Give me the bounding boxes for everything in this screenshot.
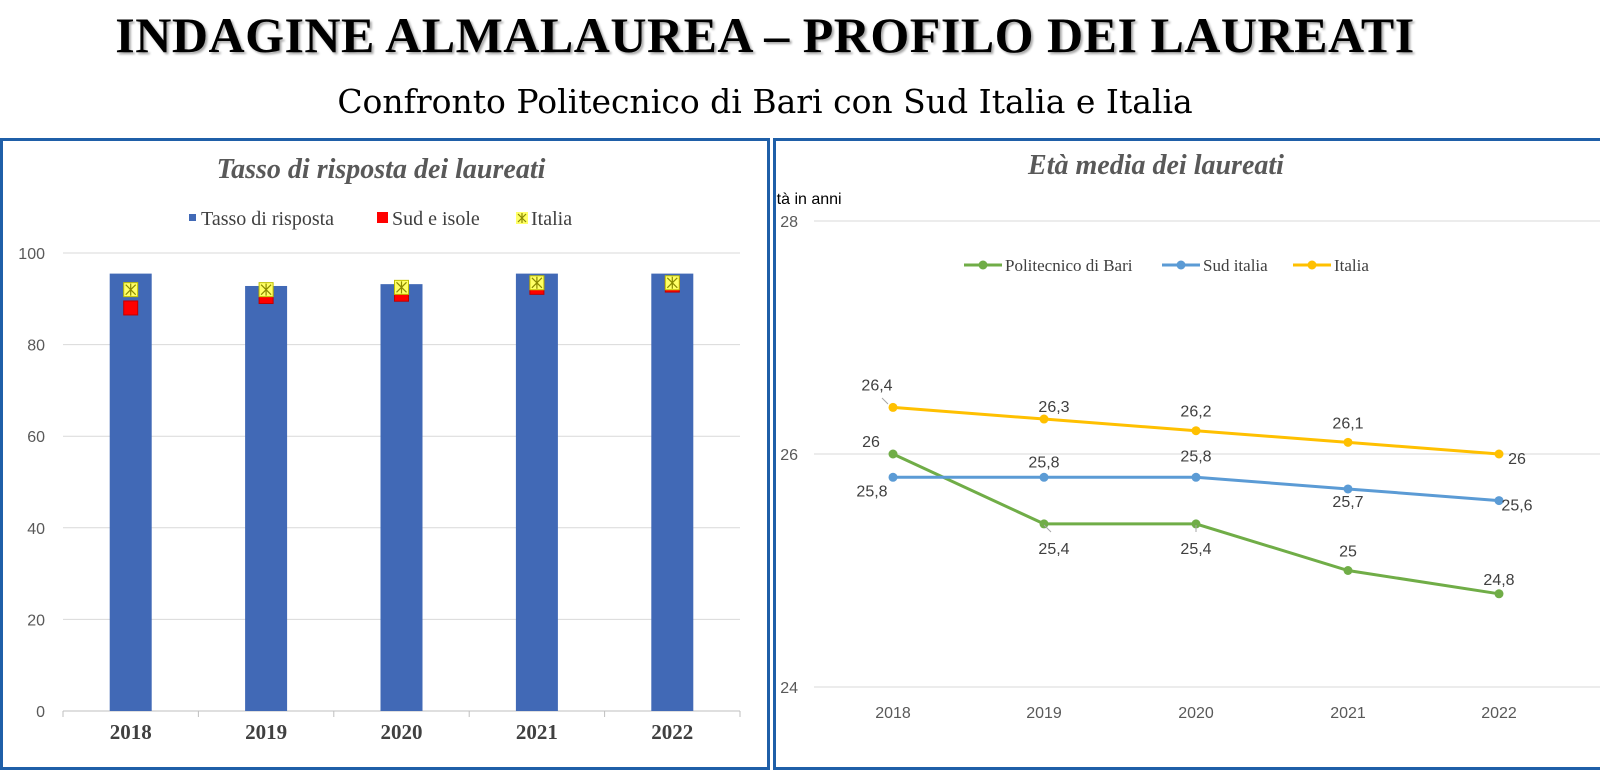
x-tick-label: 2018 xyxy=(110,720,152,744)
series-point xyxy=(1494,496,1504,506)
x-tick-label: 2022 xyxy=(651,720,693,744)
series-point xyxy=(1039,414,1049,424)
y-tick-label: 26 xyxy=(780,447,798,464)
data-label: 26,4 xyxy=(861,377,892,394)
data-label: 26,1 xyxy=(1332,415,1363,432)
data-label: 25,8 xyxy=(1028,454,1059,471)
series-point xyxy=(1343,437,1353,447)
bar-tasso-di-risposta xyxy=(651,273,694,711)
line-chart-y-label: Età in anni xyxy=(776,191,842,208)
bar-chart-x-axis: 2018 2019 2020 2021 2022 xyxy=(110,720,694,744)
y-tick-label: 24 xyxy=(780,680,798,697)
data-label: 25,4 xyxy=(1180,541,1211,558)
legend-label: Politecnico di Bari xyxy=(1005,256,1133,275)
series-point xyxy=(888,449,898,459)
y-tick-label: 40 xyxy=(27,521,45,538)
data-label: 25,8 xyxy=(856,483,887,500)
series-point xyxy=(1494,449,1504,459)
marker-italia-star xyxy=(125,283,137,296)
legend-swatch-italia-star xyxy=(517,213,527,223)
series-point xyxy=(888,402,898,412)
line-chart-panel: Età media dei laureati Età in anni 24262… xyxy=(766,138,1600,770)
series-point xyxy=(1343,566,1353,575)
line-chart-legend: Politecnico di Bari Sud italia Italia xyxy=(964,256,1369,275)
data-label: 24,8 xyxy=(1483,572,1514,589)
legend-label: Tasso di risposta xyxy=(201,208,334,230)
series-point xyxy=(1191,426,1201,436)
data-label: 25,4 xyxy=(1038,541,1069,558)
bar-chart: Tasso di risposta dei laureati Tasso di … xyxy=(18,154,741,744)
bar-tasso-di-risposta xyxy=(109,273,152,711)
data-label: 25,7 xyxy=(1332,494,1363,511)
bar-chart-marks xyxy=(109,273,694,711)
legend-swatch-tasso xyxy=(189,214,196,221)
x-tick-label: 2019 xyxy=(1026,705,1062,722)
marker-italia-star xyxy=(260,283,272,296)
bar-tasso-di-risposta xyxy=(515,273,558,711)
legend-label: Sud italia xyxy=(1203,256,1268,275)
legend-marker xyxy=(1176,260,1186,270)
y-tick-label: 28 xyxy=(780,214,798,231)
data-label: 26 xyxy=(862,434,880,451)
legend-marker xyxy=(1307,260,1317,270)
series-point xyxy=(1191,472,1201,482)
marker-italia-star xyxy=(396,281,407,294)
leader-line xyxy=(1043,524,1052,533)
series-point xyxy=(1039,519,1049,529)
marker-sud-e-isole xyxy=(123,300,139,316)
y-tick-label: 0 xyxy=(36,704,45,721)
line-chart-marks: 26 25,4 25,4 25 24,8 25,8 25,8 25,8 25,7 25,6 26,4… xyxy=(856,377,1533,599)
bar-chart-panel: Tasso di risposta dei laureati Tasso di … xyxy=(0,138,770,770)
x-tick-label: 2021 xyxy=(1330,705,1366,722)
legend-label: Sud e isole xyxy=(392,208,480,230)
bar-tasso-di-risposta xyxy=(380,284,423,711)
x-tick-label: 2020 xyxy=(1178,705,1214,722)
line-chart-grid xyxy=(814,220,1600,688)
line-chart-y-axis: 24 26 28 xyxy=(780,214,798,697)
bar-chart-legend: Tasso di risposta Sud e isole Italia xyxy=(189,208,572,230)
data-label: 26 xyxy=(1508,451,1526,468)
page-title: INDAGINE ALMALAUREA – PROFILO DEI LAUREA… xyxy=(115,7,1415,63)
data-label: 25 xyxy=(1339,544,1357,561)
data-label: 25,8 xyxy=(1180,448,1211,465)
leader-line xyxy=(881,397,889,405)
marker-italia-star xyxy=(531,276,543,289)
page-subtitle: Confronto Politecnico di Bari con Sud It… xyxy=(337,82,1193,121)
x-tick-label: 2022 xyxy=(1481,705,1517,722)
data-label: 25,6 xyxy=(1501,498,1532,515)
x-tick-label: 2018 xyxy=(875,705,911,722)
series-point xyxy=(1343,484,1353,494)
bar-tasso-di-risposta xyxy=(245,285,288,711)
x-tick-label: 2019 xyxy=(245,720,287,744)
legend-label: Italia xyxy=(1334,256,1369,275)
data-label: 26,2 xyxy=(1180,404,1211,421)
x-tick-label: 2021 xyxy=(516,720,558,744)
series-point xyxy=(1494,589,1504,599)
bar-chart-title: Tasso di risposta dei laureati xyxy=(217,154,546,185)
legend-marker xyxy=(978,260,988,270)
y-tick-label: 60 xyxy=(27,429,45,446)
series-point xyxy=(1039,472,1049,482)
legend-label: Italia xyxy=(531,208,572,230)
marker-italia-star xyxy=(666,276,678,289)
series-point xyxy=(1191,519,1201,529)
line-chart-title: Età media dei laureati xyxy=(1027,150,1284,181)
line-chart: Età media dei laureati Età in anni 24262… xyxy=(766,150,1600,722)
series-point xyxy=(888,472,898,482)
bar-chart-y-axis: 0 20 40 60 80 100 xyxy=(18,246,45,721)
data-label: 26,3 xyxy=(1038,399,1069,416)
y-tick-label: 100 xyxy=(18,246,45,263)
x-tick-label: 2020 xyxy=(381,720,423,744)
y-tick-label: 80 xyxy=(27,338,45,355)
line-chart-x-axis: 2018 2019 2020 2021 2022 xyxy=(875,705,1517,722)
legend-swatch-sud xyxy=(377,212,388,223)
y-tick-label: 20 xyxy=(27,612,45,629)
